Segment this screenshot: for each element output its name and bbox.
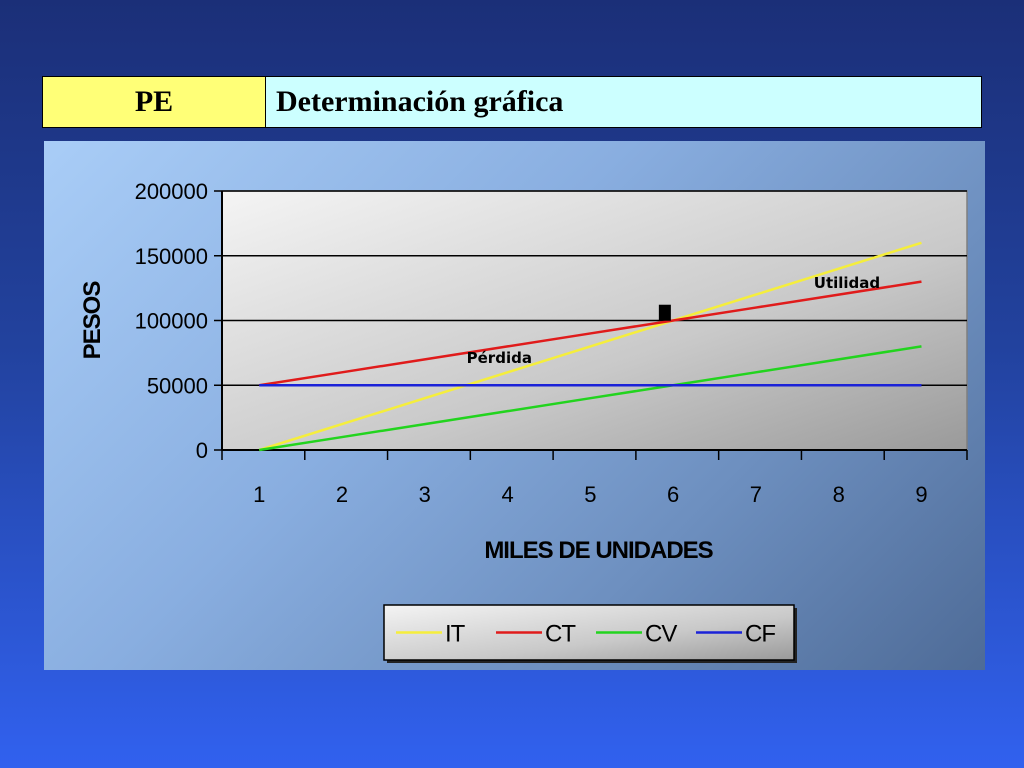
- x-tick-label: 7: [750, 482, 762, 507]
- page-title: Determinación gráfica: [266, 77, 981, 127]
- x-tick-label: 3: [419, 482, 431, 507]
- y-tick-label: 200000: [135, 179, 208, 204]
- y-tick-label: 150000: [135, 244, 208, 269]
- chart-panel: 0 50000 100000 150000 200000 1 2 3 4 5 6 7 8 9 Pérdida…: [44, 141, 985, 670]
- series-line-it: [258, 241, 922, 452]
- y-tick-label: 100000: [135, 309, 208, 334]
- x-axis-title: MILES DE UNIDADES: [484, 537, 713, 564]
- annotation-label: Pérdida: [467, 349, 532, 367]
- series-line-ct: [259, 280, 922, 387]
- y-tick-label: 50000: [147, 373, 208, 398]
- legend-label-cf: CF: [745, 621, 775, 648]
- series-line-cv: [259, 345, 922, 452]
- x-tick-label: 8: [833, 482, 845, 507]
- legend-label-it: IT: [445, 621, 466, 648]
- legend-label-cv: CV: [645, 621, 677, 648]
- x-tick-label: 1: [253, 482, 265, 507]
- annotation-label: Utilidad: [814, 274, 880, 292]
- x-tick-label: 5: [584, 482, 596, 507]
- x-tick-label: 4: [501, 482, 513, 507]
- x-tick-label: 2: [336, 482, 348, 507]
- title-label: PE: [43, 77, 266, 127]
- break-even-marker: [658, 304, 671, 321]
- break-even-chart: 0 50000 100000 150000 200000 1 2 3 4 5 6 7 8 9 Pérdida…: [79, 179, 968, 663]
- x-tick-label: 6: [667, 482, 679, 507]
- y-axis-title: PESOS: [79, 281, 106, 360]
- x-tick-label: 9: [915, 482, 927, 507]
- legend-label-ct: CT: [545, 621, 576, 648]
- title-bar: PE Determinación gráfica: [42, 76, 982, 128]
- y-tick-label: 0: [196, 438, 208, 463]
